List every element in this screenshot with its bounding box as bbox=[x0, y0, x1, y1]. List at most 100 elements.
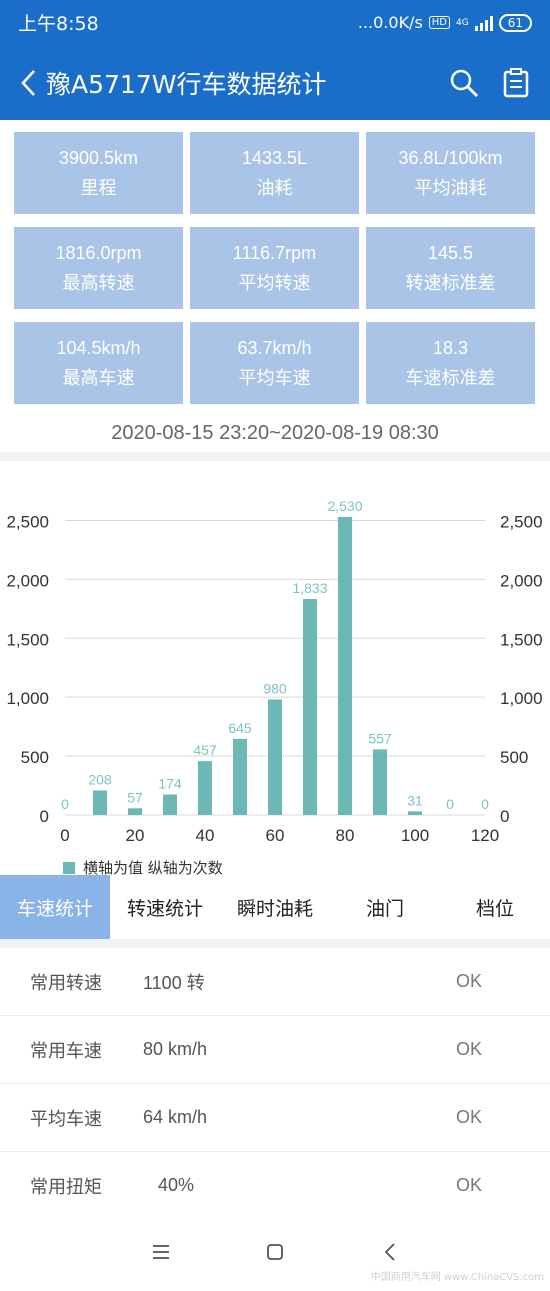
row-status: OK bbox=[456, 1107, 483, 1127]
y-tick-label-right: 0 bbox=[500, 807, 509, 826]
stat-label: 油耗 bbox=[256, 178, 293, 198]
tab-rpm-stats[interactable]: 转速统计 bbox=[126, 897, 203, 920]
y-tick-label-left: 0 bbox=[40, 807, 49, 826]
top-bar: 上午8:58 ...0.0K/s HD 4G 61 豫A5717W行车数据统计 bbox=[0, 0, 550, 120]
y-tick-label-right: 500 bbox=[500, 748, 528, 767]
x-tick-label: 80 bbox=[336, 826, 355, 845]
report-list-icon[interactable] bbox=[496, 63, 536, 103]
row-status: OK bbox=[456, 1175, 483, 1195]
stat-value: 1816.0rpm bbox=[55, 243, 142, 263]
bar-value-label: 645 bbox=[228, 720, 252, 736]
bar-value-label: 31 bbox=[407, 792, 423, 808]
network-type: 4G bbox=[456, 17, 469, 28]
row-status: OK bbox=[456, 1039, 483, 1059]
stat-max-speed: 104.5km/h 最高车速 bbox=[14, 322, 183, 404]
home-icon[interactable] bbox=[260, 1237, 290, 1267]
tab-throttle[interactable]: 油门 bbox=[365, 897, 404, 920]
y-tick-label-right: 2,500 bbox=[500, 512, 543, 531]
bar bbox=[93, 790, 107, 815]
row-label: 常用车速 bbox=[30, 1040, 102, 1061]
stat-value: 1116.7rpm bbox=[232, 243, 317, 263]
stat-average-fuel: 36.8L/100km 平均油耗 bbox=[366, 132, 535, 214]
legend-label: 横轴为值 纵轴为次数 bbox=[83, 859, 223, 877]
bar-value-label: 557 bbox=[368, 730, 392, 746]
row-label: 常用扭矩 bbox=[30, 1176, 102, 1197]
stat-speed-stddev: 18.3 车速标准差 bbox=[366, 322, 535, 404]
y-tick-label-right: 1,000 bbox=[500, 689, 543, 708]
bar bbox=[128, 808, 142, 815]
bar bbox=[233, 739, 247, 815]
back-arrow-icon[interactable] bbox=[14, 63, 42, 103]
y-tick-label-left: 2,000 bbox=[6, 571, 49, 590]
stat-label: 平均油耗 bbox=[414, 178, 487, 198]
bar-value-label: 0 bbox=[446, 796, 454, 812]
stat-label: 最高转速 bbox=[62, 273, 135, 293]
stat-label: 最高车速 bbox=[62, 368, 135, 388]
bar-value-label: 0 bbox=[61, 796, 69, 812]
y-tick-label-left: 2,500 bbox=[6, 512, 49, 531]
x-tick-label: 100 bbox=[401, 826, 429, 845]
page-title: 豫A5717W行车数据统计 bbox=[46, 69, 327, 99]
bar-value-label: 980 bbox=[263, 681, 287, 697]
row-label: 常用转速 bbox=[30, 972, 102, 993]
network-speed: ...0.0K/s bbox=[357, 13, 423, 32]
stats-tabs: 车速统计 转速统计 瞬时油耗 油门 档位 bbox=[0, 875, 550, 939]
x-tick-label: 60 bbox=[266, 826, 285, 845]
stat-value: 145.5 bbox=[427, 243, 474, 263]
x-tick-label: 0 bbox=[60, 826, 69, 845]
bar-value-label: 57 bbox=[127, 789, 143, 805]
date-range: 2020-08-15 23:20~2020-08-19 08:30 bbox=[0, 414, 550, 452]
hd-icon: HD bbox=[428, 16, 451, 29]
list-item: 平均车速 64 km/h OK bbox=[0, 1084, 550, 1152]
stat-value: 1433.5L bbox=[241, 148, 308, 168]
stat-rpm-stddev: 145.5 转速标准差 bbox=[366, 227, 535, 309]
stat-label: 转速标准差 bbox=[405, 273, 496, 293]
tab-gear[interactable]: 档位 bbox=[475, 897, 514, 920]
system-nav-bar: 中国商用汽车网 www.ChinaCVS.com bbox=[0, 1215, 550, 1291]
y-tick-label-left: 1,000 bbox=[6, 689, 49, 708]
stat-value: 104.5km/h bbox=[56, 338, 141, 358]
bar bbox=[268, 699, 282, 815]
bar bbox=[338, 516, 352, 815]
stat-value: 3900.5km bbox=[58, 148, 139, 168]
battery-icon: 61 bbox=[498, 13, 532, 32]
bar-value-label: 0 bbox=[481, 796, 489, 812]
status-icons: ...0.0K/s HD 4G 61 bbox=[358, 13, 532, 32]
signal-icon bbox=[474, 15, 493, 31]
stat-value: 36.8L/100km bbox=[398, 148, 503, 168]
bar-value-label: 2,530 bbox=[327, 498, 362, 514]
stats-grid: 3900.5km 里程 1433.5L 油耗 36.8L/100km 平均油耗 181… bbox=[0, 120, 550, 414]
x-tick-label: 120 bbox=[471, 826, 499, 845]
menu-icon[interactable] bbox=[146, 1237, 176, 1267]
row-value: 64 km/h bbox=[143, 1107, 208, 1127]
row-value: 40% bbox=[158, 1175, 195, 1195]
stat-fuel-consumption: 1433.5L 油耗 bbox=[190, 132, 359, 214]
bar bbox=[198, 761, 212, 815]
row-status: OK bbox=[456, 971, 483, 991]
search-icon[interactable] bbox=[444, 63, 484, 103]
list-item: 常用转速 1100 转 OK bbox=[0, 948, 550, 1016]
row-value: 1100 转 bbox=[143, 972, 205, 993]
bar-value-label: 1,833 bbox=[292, 580, 327, 596]
stat-value: 63.7km/h bbox=[237, 338, 312, 358]
stat-label: 平均车速 bbox=[238, 368, 311, 388]
bar bbox=[408, 811, 422, 815]
x-tick-label: 20 bbox=[126, 826, 145, 845]
y-tick-label-right: 2,000 bbox=[500, 571, 543, 590]
tab-speed-stats[interactable]: 车速统计 bbox=[0, 875, 110, 939]
stat-average-speed: 63.7km/h 平均车速 bbox=[190, 322, 359, 404]
stat-label: 平均转速 bbox=[238, 273, 311, 293]
stat-max-rpm: 1816.0rpm 最高转速 bbox=[14, 227, 183, 309]
row-value: 80 km/h bbox=[143, 1039, 208, 1059]
info-list: 常用转速 1100 转 OK 常用车速 80 km/h OK 平均车速 64 km/h OK… bbox=[0, 948, 550, 1220]
tab-instant-fuel[interactable]: 瞬时油耗 bbox=[236, 897, 313, 920]
bar-value-label: 208 bbox=[88, 771, 112, 787]
stat-label: 车速标准差 bbox=[405, 368, 496, 388]
row-label: 平均车速 bbox=[30, 1108, 102, 1129]
x-tick-label: 40 bbox=[196, 826, 215, 845]
bar bbox=[163, 794, 177, 815]
back-icon[interactable] bbox=[375, 1237, 405, 1267]
bar-value-label: 457 bbox=[193, 742, 217, 758]
status-time: 上午8:58 bbox=[18, 13, 99, 35]
